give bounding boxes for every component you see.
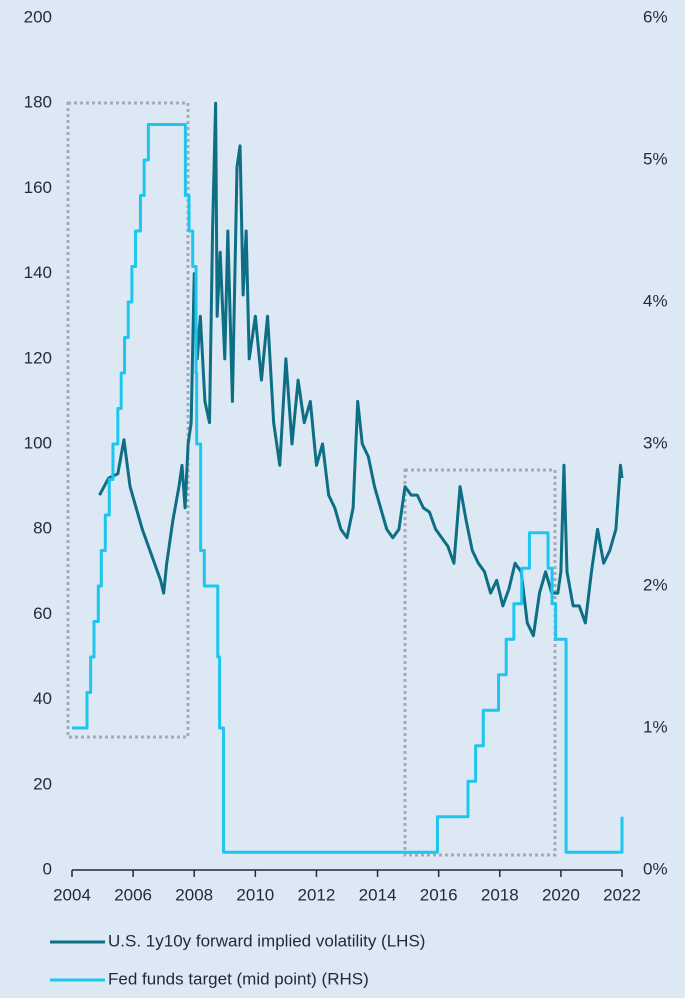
- x-tick-label: 2008: [175, 885, 213, 904]
- series-line: [98, 101, 624, 638]
- y-tick-label: 160: [24, 178, 52, 197]
- y-tick-label: 200: [24, 7, 52, 26]
- y-tick-label: 60: [33, 604, 52, 623]
- x-tick-label: 2004: [53, 885, 91, 904]
- x-tick-label: 2006: [114, 885, 152, 904]
- legend-label: Fed funds target (mid point) (RHS): [108, 969, 369, 988]
- y-tick-label: 140: [24, 263, 52, 282]
- x-tick-label: 2010: [236, 885, 274, 904]
- y2-tick-label: 3%: [643, 433, 668, 452]
- y-tick-label: 20: [33, 774, 52, 793]
- y2-tick-label: 2%: [643, 575, 668, 594]
- x-tick-label: 2012: [298, 885, 336, 904]
- y-tick-label: 80: [33, 519, 52, 538]
- y2-tick-label: 6%: [643, 7, 668, 26]
- x-tick-label: 2020: [542, 885, 580, 904]
- highlight-box: [403, 468, 557, 857]
- y-tick-label: 100: [24, 433, 52, 452]
- x-tick-label: 2018: [481, 885, 519, 904]
- y2-tick-label: 4%: [643, 291, 668, 310]
- legend-label: U.S. 1y10y forward implied volatility (L…: [108, 931, 425, 950]
- x-tick-label: 2016: [420, 885, 458, 904]
- y-tick-label: 120: [24, 348, 52, 367]
- y-tick-label: 180: [24, 93, 52, 112]
- x-tick-label: 2022: [603, 885, 641, 904]
- series-line: [72, 123, 624, 854]
- y2-tick-label: 5%: [643, 149, 668, 168]
- y2-tick-label: 1%: [643, 717, 668, 736]
- y-tick-label: 40: [33, 689, 52, 708]
- y-tick-label: 0: [43, 859, 52, 878]
- highlight-box: [66, 101, 190, 739]
- y2-tick-label: 0%: [643, 859, 668, 878]
- x-tick-label: 2014: [359, 885, 397, 904]
